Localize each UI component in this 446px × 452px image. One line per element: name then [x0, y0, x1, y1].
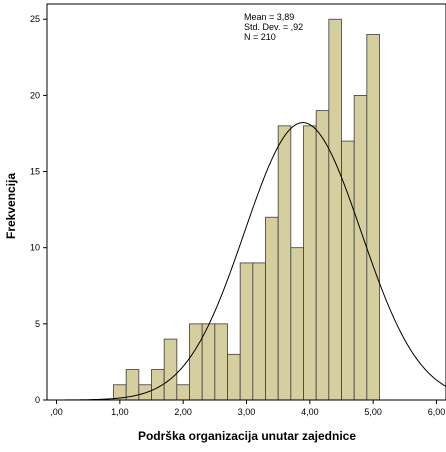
stats-std-dev: Std. Dev. = ,92	[244, 22, 303, 32]
y-axis: 0 5 10 15 20 25	[30, 14, 47, 405]
histogram-bar-14	[277, 125, 292, 401]
y-axis-title: Frekvencija	[4, 173, 18, 239]
normal-curve	[47, 122, 446, 401]
stats-n: N = 210	[244, 32, 276, 42]
x-tick-label-2: 2,00	[174, 407, 192, 417]
histogram-bar-13	[265, 216, 279, 401]
x-tick-label-5: 5,00	[364, 407, 382, 417]
y-tick-label-3: 15	[30, 167, 40, 177]
y-tick-label-5: 25	[30, 14, 40, 24]
histogram-bar-11	[239, 262, 254, 401]
histogram-bar-18	[328, 18, 342, 401]
x-tick-label-1: 1,00	[111, 407, 129, 417]
histogram-bar-20	[353, 94, 368, 401]
histogram-bar-8	[201, 323, 216, 401]
stats-mean: Mean = 3,89	[244, 12, 294, 22]
histogram-bar-17	[315, 110, 330, 401]
histogram-bar-10	[227, 353, 241, 401]
stats-box: Mean = 3,89 Std. Dev. = ,92 N = 210	[244, 12, 303, 42]
y-tick-label-0: 0	[35, 395, 40, 405]
x-tick-label-3: 3,00	[238, 407, 256, 417]
histogram-bar-12	[252, 262, 266, 401]
x-axis-title: Podrška organizacija unutar zajednice	[138, 429, 356, 443]
histogram-bar-9	[214, 323, 228, 401]
y-tick-label-2: 10	[30, 243, 40, 253]
histogram-bar-16	[303, 125, 317, 401]
histogram-bar-19	[341, 140, 355, 401]
histogram-bar-6	[176, 384, 190, 401]
x-axis: ,00 1,00 2,00 3,00 4,00 5,00 6,00	[50, 400, 445, 417]
x-tick-label-4: 4,00	[301, 407, 319, 417]
histogram-bar-7	[189, 323, 203, 401]
x-tick-label-6: 6,00	[428, 407, 446, 417]
histogram-bar-15	[290, 247, 304, 401]
y-tick-label-4: 20	[30, 90, 40, 100]
y-tick-label-1: 5	[35, 319, 40, 329]
x-tick-label-0: ,00	[50, 407, 63, 417]
histogram-bars	[113, 18, 380, 401]
histogram-bar-21	[366, 34, 380, 401]
histogram-bar-5	[163, 338, 178, 401]
